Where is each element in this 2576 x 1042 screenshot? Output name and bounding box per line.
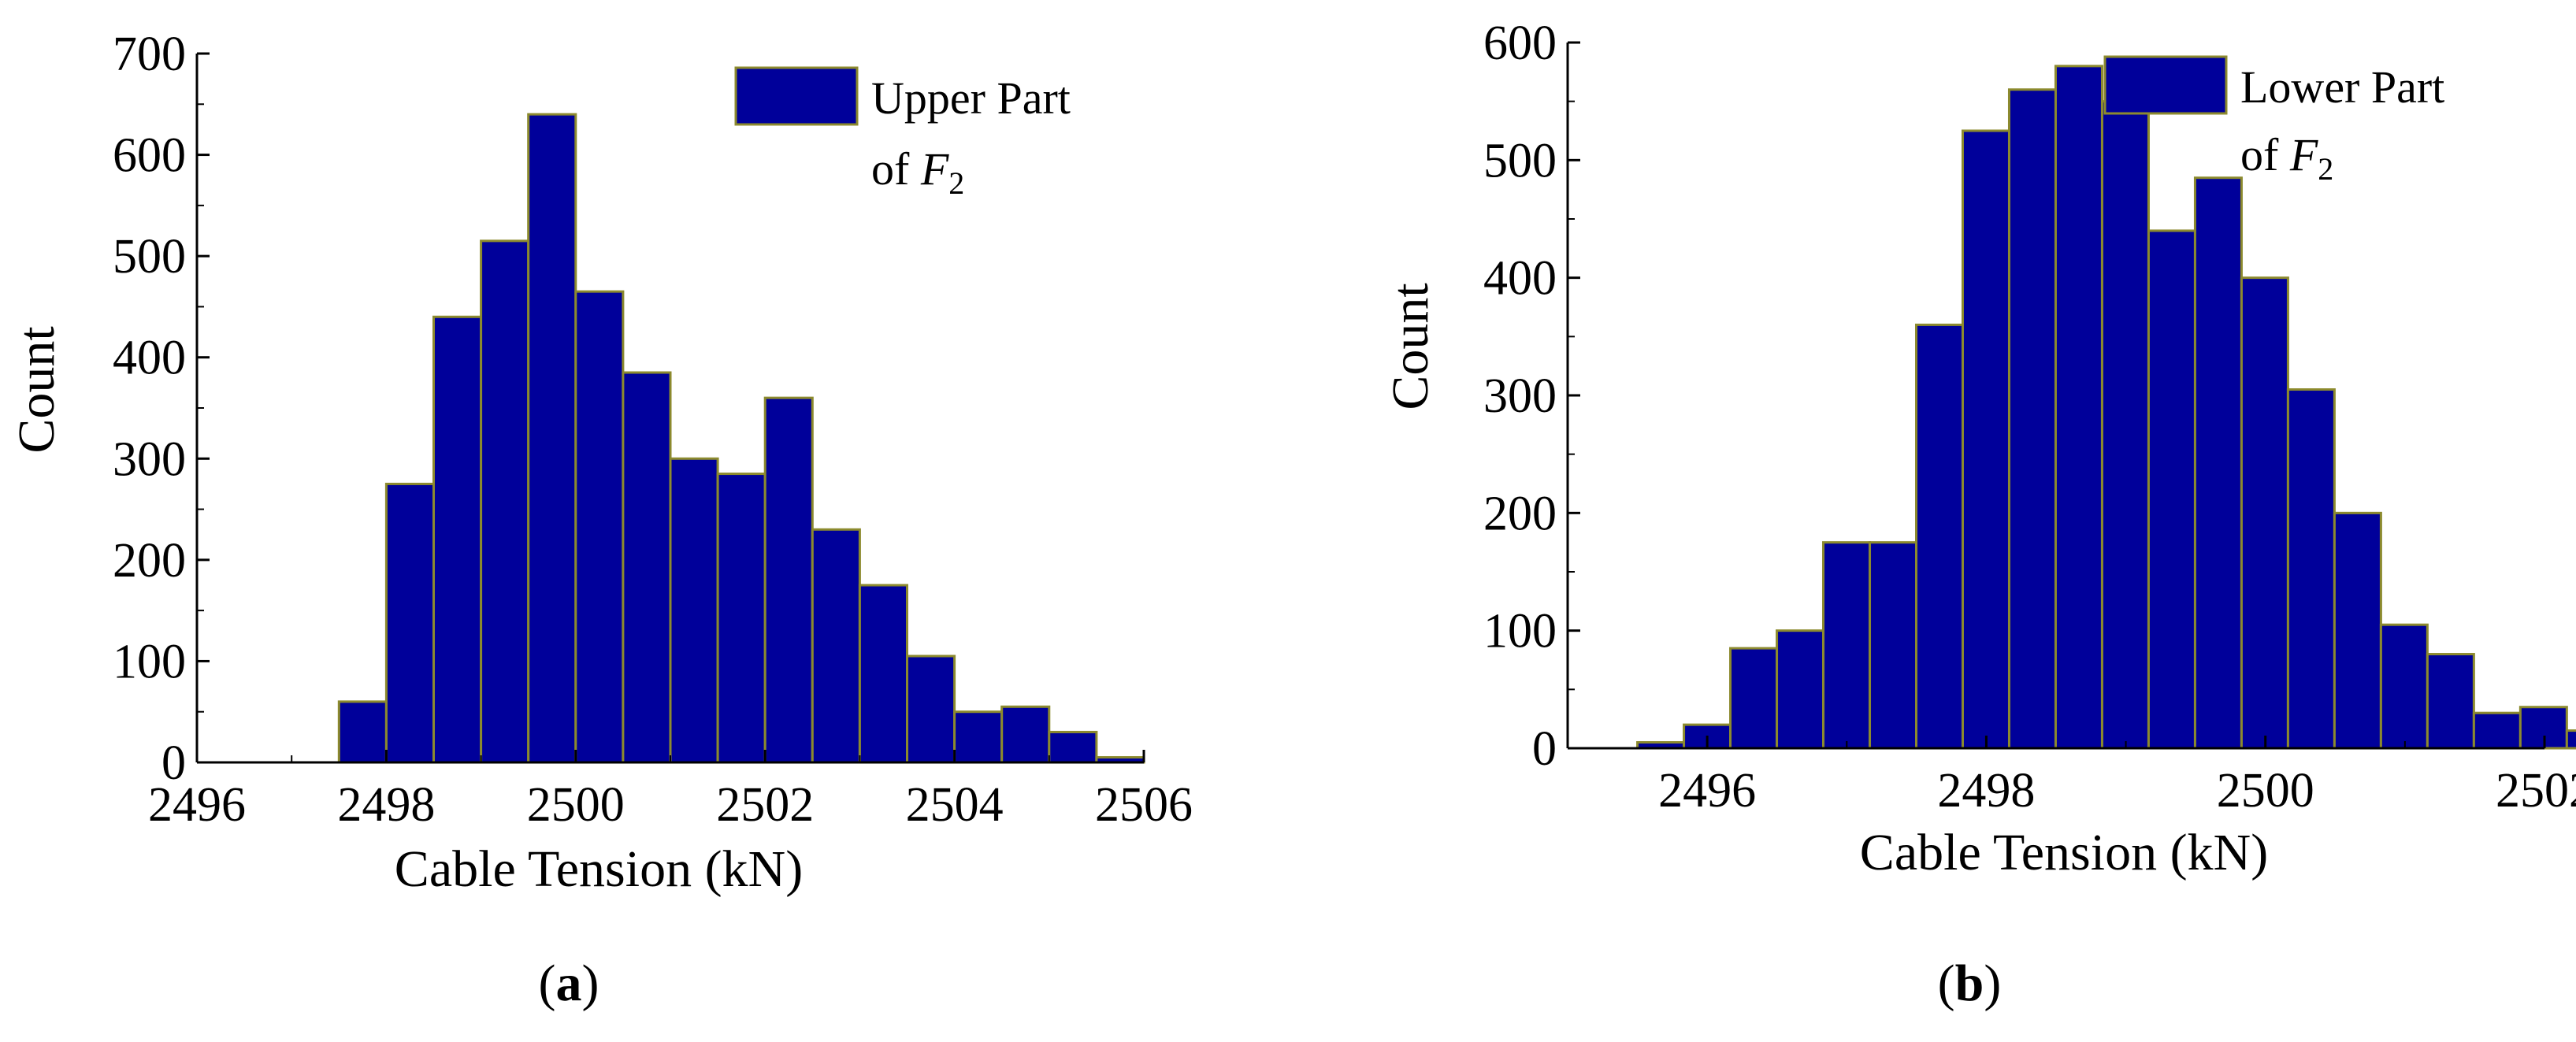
histogram-bar-a-14 [1000, 705, 1051, 764]
legend-a: Upper Part of F2 [734, 66, 1071, 201]
y-axis-title-b: Count [1382, 283, 1439, 410]
legend-line2-prefix-b: of [2240, 129, 2290, 180]
histogram-bar-b-14 [2286, 388, 2336, 750]
histogram-bar-b-2 [1729, 647, 1779, 750]
x-tick-label-b-0: 2496 [1658, 764, 1756, 818]
panel-label-a-close: ) [582, 955, 599, 1012]
histogram-bar-b-11 [2147, 229, 2196, 750]
histogram-bar-a-10 [811, 528, 861, 764]
panel-label-a-letter: a [556, 955, 582, 1012]
histogram-bar-a-8 [716, 473, 766, 764]
panel-label-b-close: ) [1984, 955, 2001, 1012]
x-tick-label-a-4: 2504 [906, 778, 1004, 832]
y-tick-label-a-0: 0 [161, 736, 186, 790]
bars-group-b [1636, 65, 2576, 750]
y-tick-label-b-6: 600 [1483, 17, 1557, 70]
histogram-bar-b-4 [1822, 541, 1872, 750]
panel-label-b-open: ( [1938, 955, 1955, 1012]
histogram-bar-a-3 [480, 239, 530, 764]
legend-swatch-a [734, 66, 859, 126]
y-tick-label-a-2: 200 [113, 534, 186, 588]
histogram-bar-a-7 [669, 457, 719, 764]
panel-label-a-open: ( [539, 955, 556, 1012]
histogram-bar-b-9 [2054, 65, 2103, 750]
histogram-bar-b-15 [2333, 511, 2382, 750]
y-tick-label-a-7: 700 [113, 28, 186, 81]
x-tick-label-a-0: 2496 [148, 778, 246, 832]
histogram-bar-a-15 [1048, 730, 1098, 764]
legend-line1-b: Lower Part [2240, 61, 2444, 113]
ticks-group-b: 0 100 200 300 400 500 600 2496 2498 2500 2502 [1483, 17, 2576, 818]
legend-swatch-b [2103, 55, 2228, 115]
y-tick-label-b-3: 300 [1483, 369, 1557, 423]
legend-line2-prefix-a: of [871, 143, 921, 195]
ticks-group-a: 0 100 200 300 400 500 600 700 2496 2498 2500 2502 25… [113, 28, 1193, 832]
histogram-bar-a-0 [337, 700, 388, 764]
histogram-bar-b-7 [1961, 129, 2010, 750]
histogram-bar-b-6 [1915, 323, 1964, 750]
histogram-bar-b-17 [2426, 653, 2475, 750]
y-tick-label-a-6: 600 [113, 129, 186, 183]
histogram-bar-b-13 [2240, 276, 2289, 750]
x-tick-label-b-2: 2500 [2217, 764, 2314, 818]
y-tick-label-b-1: 100 [1483, 605, 1557, 658]
histogram-bar-a-11 [858, 584, 909, 764]
y-tick-label-b-4: 400 [1483, 252, 1557, 306]
histogram-bar-b-18 [2472, 711, 2522, 750]
legend-line2-b: of F2 [2240, 129, 2333, 187]
x-tick-label-a-1: 2498 [337, 778, 435, 832]
histogram-bar-b-8 [2007, 88, 2057, 750]
y-tick-label-a-5: 500 [113, 230, 186, 284]
x-axis-title-b: Cable Tension (kN) [1860, 824, 2268, 881]
histogram-bar-a-9 [763, 396, 814, 764]
y-tick-label-b-5: 500 [1483, 134, 1557, 187]
legend-b: Lower Part of F2 [2103, 55, 2444, 187]
y-axis-title-a: Count [8, 326, 65, 453]
legend-symbol-a: F [920, 143, 949, 195]
histogram-bar-a-2 [432, 315, 483, 764]
y-tick-label-a-3: 300 [113, 432, 186, 486]
histogram-bar-a-1 [384, 482, 435, 764]
y-tick-label-a-4: 400 [113, 332, 186, 385]
x-axis-title-a: Cable Tension (kN) [395, 840, 803, 898]
histogram-bar-b-5 [1869, 541, 1918, 750]
histogram-bar-b-20 [2565, 729, 2576, 750]
histogram-bar-b-16 [2379, 623, 2429, 750]
panel-label-a: (a) [539, 955, 599, 1012]
panel-b: 0 100 200 300 400 500 600 2496 2498 2500 2502 Lowe… [1382, 17, 2576, 1012]
panel-label-b-letter: b [1955, 955, 1984, 1012]
histogram-bar-a-6 [622, 371, 672, 764]
x-tick-label-b-3: 2502 [2496, 764, 2576, 818]
x-tick-label-a-2: 2500 [527, 778, 625, 832]
x-tick-label-a-3: 2502 [716, 778, 814, 832]
histogram-bar-a-13 [953, 710, 1004, 764]
histogram-bar-b-3 [1776, 629, 1825, 750]
x-tick-label-b-1: 2498 [1937, 764, 2035, 818]
legend-symbol-b: F [2289, 129, 2318, 180]
panel-a: 0 100 200 300 400 500 600 700 2496 2498 2500 2502 25… [8, 28, 1193, 1012]
y-tick-label-a-1: 100 [113, 635, 186, 688]
histogram-bar-a-12 [906, 654, 956, 764]
bars-group-a [337, 113, 1145, 764]
legend-subscript-a: 2 [948, 165, 964, 201]
y-tick-label-b-0: 0 [1532, 722, 1557, 776]
legend-line2-a: of F2 [871, 143, 964, 201]
legend-line1-a: Upper Part [871, 72, 1071, 124]
y-tick-label-b-2: 200 [1483, 487, 1557, 540]
histogram-bar-b-12 [2193, 176, 2243, 750]
histogram-bar-b-10 [2100, 100, 2150, 750]
panel-label-b: (b) [1938, 955, 2002, 1012]
histogram-bar-a-5 [574, 290, 625, 764]
histogram-bar-a-4 [527, 113, 577, 764]
x-tick-label-a-5: 2506 [1095, 778, 1193, 832]
legend-subscript-b: 2 [2318, 151, 2333, 187]
